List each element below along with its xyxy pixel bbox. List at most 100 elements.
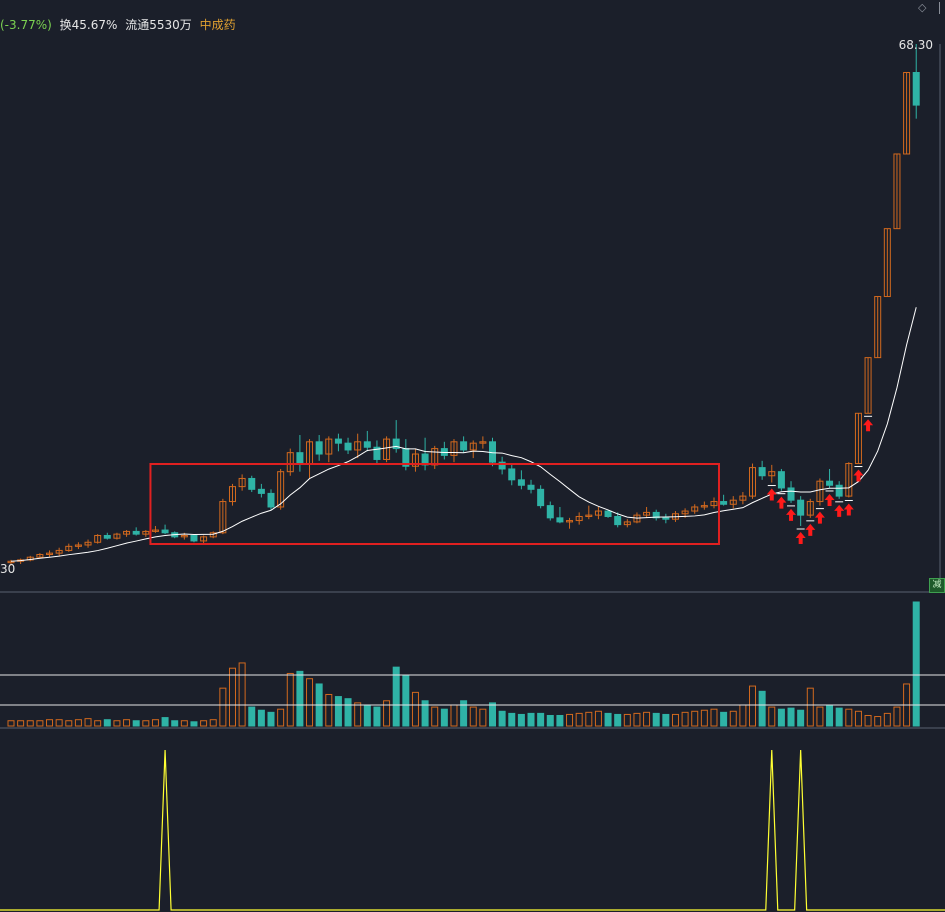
volume-bar <box>74 719 82 727</box>
volume-bar <box>864 714 872 727</box>
candle-body <box>200 536 208 542</box>
candle-body <box>257 488 265 494</box>
signal-arrow-icon <box>814 511 825 524</box>
volume-bar <box>652 712 660 727</box>
candle-body <box>489 441 496 463</box>
volume-bar <box>700 709 708 727</box>
minus-badge-icon[interactable]: 减 <box>929 578 945 593</box>
signal-arrow-icon <box>786 508 797 521</box>
candle-body <box>46 552 54 555</box>
candle-body <box>575 515 583 522</box>
candle-body <box>527 484 535 490</box>
candle-body <box>373 446 381 460</box>
candle-body <box>700 505 708 508</box>
volume-bar <box>806 687 814 727</box>
candle-body <box>826 480 834 486</box>
candle-body <box>94 534 102 543</box>
candle-body <box>508 468 516 481</box>
candle-body <box>854 412 862 465</box>
candle-body <box>450 441 458 456</box>
candle-body <box>517 479 525 486</box>
volume-bar <box>623 713 631 727</box>
volume-bar <box>325 693 333 727</box>
volume-bar <box>768 706 776 727</box>
volume-bar <box>132 720 140 727</box>
volume-bar <box>151 719 159 727</box>
volume-bar <box>354 702 362 727</box>
volume-bar <box>277 708 285 727</box>
candle-body <box>845 463 853 497</box>
volume-bar <box>594 710 602 727</box>
candle-body <box>874 296 882 359</box>
candle-body <box>806 501 814 516</box>
volume-bar <box>190 721 198 727</box>
volume-bar <box>816 706 824 727</box>
volume-bar <box>758 690 766 727</box>
volume-bar <box>787 707 795 727</box>
candle-body <box>537 488 545 507</box>
candle-body <box>662 517 670 520</box>
volume-bar <box>7 720 15 727</box>
candle-body <box>219 501 227 534</box>
volume-bar <box>691 710 699 727</box>
candle-body <box>729 499 737 505</box>
volume-bar <box>286 672 294 727</box>
signal-arrow-icon <box>776 496 787 509</box>
volume-bar <box>94 720 102 727</box>
diamond-icon[interactable]: ◇ <box>918 1 927 14</box>
volume-bar <box>460 700 468 727</box>
volume-bar <box>26 720 34 727</box>
volume-bar <box>720 711 728 727</box>
volume-bar <box>142 720 150 727</box>
volume-bar <box>440 708 448 727</box>
volume-bar <box>854 710 862 727</box>
volume-bar <box>363 704 371 727</box>
volume-bar <box>537 712 545 727</box>
signal-arrow-icon <box>853 469 864 482</box>
volume-bar <box>334 696 342 727</box>
volume-bar <box>893 706 901 727</box>
candle-body <box>594 510 602 516</box>
signal-arrow-icon <box>863 419 874 432</box>
ma-line <box>10 307 917 562</box>
volume-bar <box>450 704 458 727</box>
candle-body <box>325 438 333 455</box>
candle-body <box>739 495 747 501</box>
volume-bar <box>662 713 670 727</box>
volume-bar <box>826 704 834 727</box>
candle-body <box>151 529 159 532</box>
candle-body <box>228 486 236 503</box>
candle-body <box>749 467 757 497</box>
volume-bar <box>296 670 304 727</box>
volume-bar <box>113 720 121 727</box>
candle-body <box>161 529 169 534</box>
candle-body <box>190 534 198 542</box>
candle-body <box>123 530 131 535</box>
signal-arrow-icon <box>805 523 816 536</box>
candle-body <box>864 357 872 414</box>
candle-body <box>585 514 593 517</box>
candle-body <box>267 492 275 508</box>
change-pct: (-3.77%) <box>0 18 52 32</box>
volume-bar <box>729 710 737 727</box>
volume-bar <box>479 708 487 727</box>
volume-bar <box>566 713 574 727</box>
volume-bar <box>219 687 227 727</box>
signal-arrow-icon <box>824 493 835 506</box>
candle-body <box>363 441 371 448</box>
candle-body <box>479 441 487 444</box>
candle-body <box>286 452 294 473</box>
volume-bar <box>469 706 477 727</box>
candle-body <box>691 506 699 512</box>
candle-body <box>103 534 111 539</box>
candle-body <box>74 544 82 547</box>
candle-body <box>883 228 891 298</box>
candle-body <box>132 530 140 535</box>
sector-label[interactable]: 中成药 <box>199 18 236 32</box>
candle-body <box>354 441 362 451</box>
candle-body <box>65 545 73 551</box>
candle-body <box>816 480 824 503</box>
volume-bar <box>267 711 275 727</box>
highlight-box <box>149 463 720 545</box>
